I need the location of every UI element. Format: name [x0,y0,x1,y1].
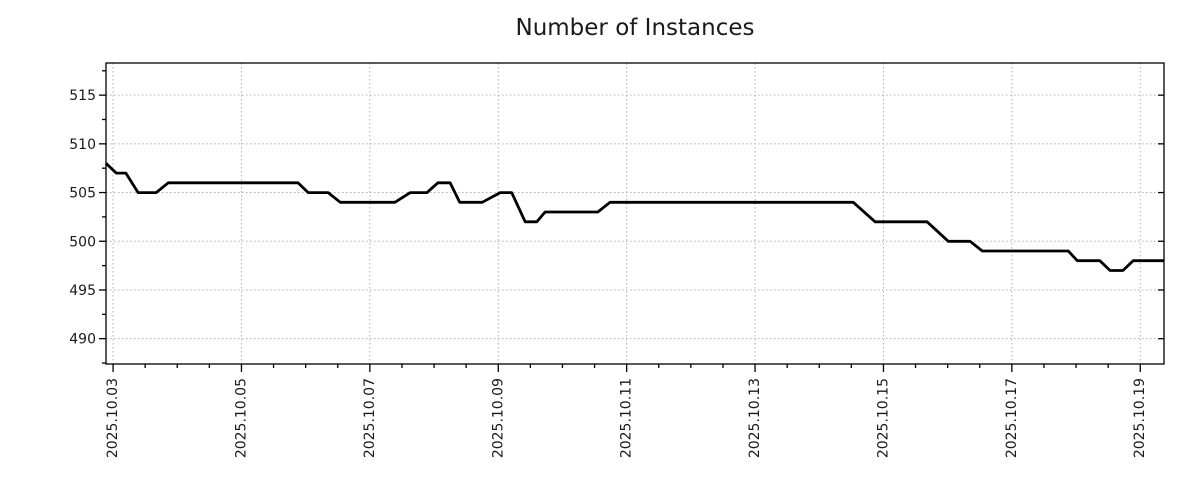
x-axis-tick-label: 2025.10.03 [105,378,121,458]
x-axis-tick-label: 2025.10.13 [747,378,763,458]
x-axis-tick-label: 2025.10.19 [1132,378,1148,458]
y-axis-tick-label: 515 [69,88,96,104]
x-axis-tick-label: 2025.10.15 [875,378,891,458]
x-axis-tick-label: 2025.10.09 [490,378,506,458]
y-axis-tick-label: 490 [69,332,96,348]
y-axis-tick-label: 495 [69,283,96,299]
x-axis-tick-label: 2025.10.05 [233,378,249,458]
x-axis-tick-label: 2025.10.07 [362,378,378,458]
y-axis-tick-label: 505 [69,186,96,202]
y-axis-tick-label: 500 [69,234,96,250]
x-axis-tick-label: 2025.10.11 [619,378,635,458]
x-axis-tick-label: 2025.10.17 [1004,378,1020,458]
chart-title: Number of Instances [515,15,755,41]
instances-line [105,162,1164,272]
plot-border [105,62,1165,365]
y-axis-tick-label: 510 [69,137,96,153]
